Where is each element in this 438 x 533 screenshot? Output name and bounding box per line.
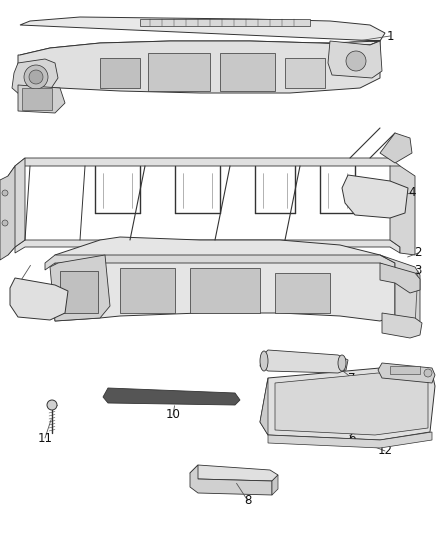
- Bar: [148, 53, 210, 91]
- Polygon shape: [268, 432, 432, 448]
- Text: 1: 1: [386, 29, 394, 43]
- Polygon shape: [260, 368, 435, 440]
- Polygon shape: [50, 255, 110, 321]
- Polygon shape: [328, 41, 382, 78]
- Circle shape: [424, 369, 432, 377]
- Polygon shape: [380, 133, 412, 163]
- Polygon shape: [103, 388, 240, 405]
- Polygon shape: [15, 158, 400, 173]
- Polygon shape: [378, 363, 435, 383]
- Text: 4: 4: [408, 187, 416, 199]
- Polygon shape: [190, 465, 272, 495]
- Bar: [22, 88, 52, 110]
- Polygon shape: [390, 166, 415, 255]
- Bar: [390, 366, 420, 374]
- Text: 11: 11: [38, 432, 53, 445]
- Polygon shape: [10, 278, 68, 320]
- Circle shape: [47, 400, 57, 410]
- Circle shape: [2, 190, 8, 196]
- Bar: [120, 268, 175, 313]
- Polygon shape: [55, 237, 395, 321]
- Polygon shape: [272, 475, 278, 495]
- Bar: [285, 58, 325, 88]
- Bar: [60, 271, 98, 313]
- Text: 4: 4: [10, 298, 18, 311]
- Polygon shape: [275, 373, 428, 435]
- Polygon shape: [20, 17, 385, 55]
- Text: 6: 6: [348, 432, 356, 445]
- Polygon shape: [12, 59, 58, 95]
- Polygon shape: [18, 85, 65, 113]
- Text: 2: 2: [414, 246, 422, 260]
- Bar: [275, 273, 330, 313]
- Text: 12: 12: [378, 445, 392, 457]
- Polygon shape: [260, 378, 268, 435]
- Polygon shape: [190, 465, 278, 481]
- Text: 7: 7: [348, 372, 356, 384]
- Polygon shape: [140, 19, 310, 26]
- Bar: [100, 58, 140, 88]
- Polygon shape: [342, 175, 408, 218]
- Polygon shape: [8, 158, 25, 255]
- Ellipse shape: [260, 351, 268, 371]
- Polygon shape: [45, 255, 395, 270]
- Ellipse shape: [338, 355, 346, 371]
- Circle shape: [24, 65, 48, 89]
- Circle shape: [29, 70, 43, 84]
- Polygon shape: [382, 313, 422, 338]
- Bar: [220, 53, 275, 91]
- Text: 9: 9: [14, 279, 22, 292]
- Text: 3: 3: [414, 264, 422, 278]
- Bar: [190, 268, 260, 313]
- Circle shape: [346, 51, 366, 71]
- Text: 10: 10: [166, 408, 180, 422]
- Circle shape: [2, 220, 8, 226]
- Polygon shape: [18, 41, 380, 93]
- Polygon shape: [380, 255, 420, 326]
- Polygon shape: [260, 350, 348, 373]
- Text: 5: 5: [414, 372, 422, 384]
- Polygon shape: [0, 166, 15, 260]
- Polygon shape: [380, 263, 420, 293]
- Polygon shape: [15, 240, 400, 253]
- Text: 8: 8: [244, 495, 252, 507]
